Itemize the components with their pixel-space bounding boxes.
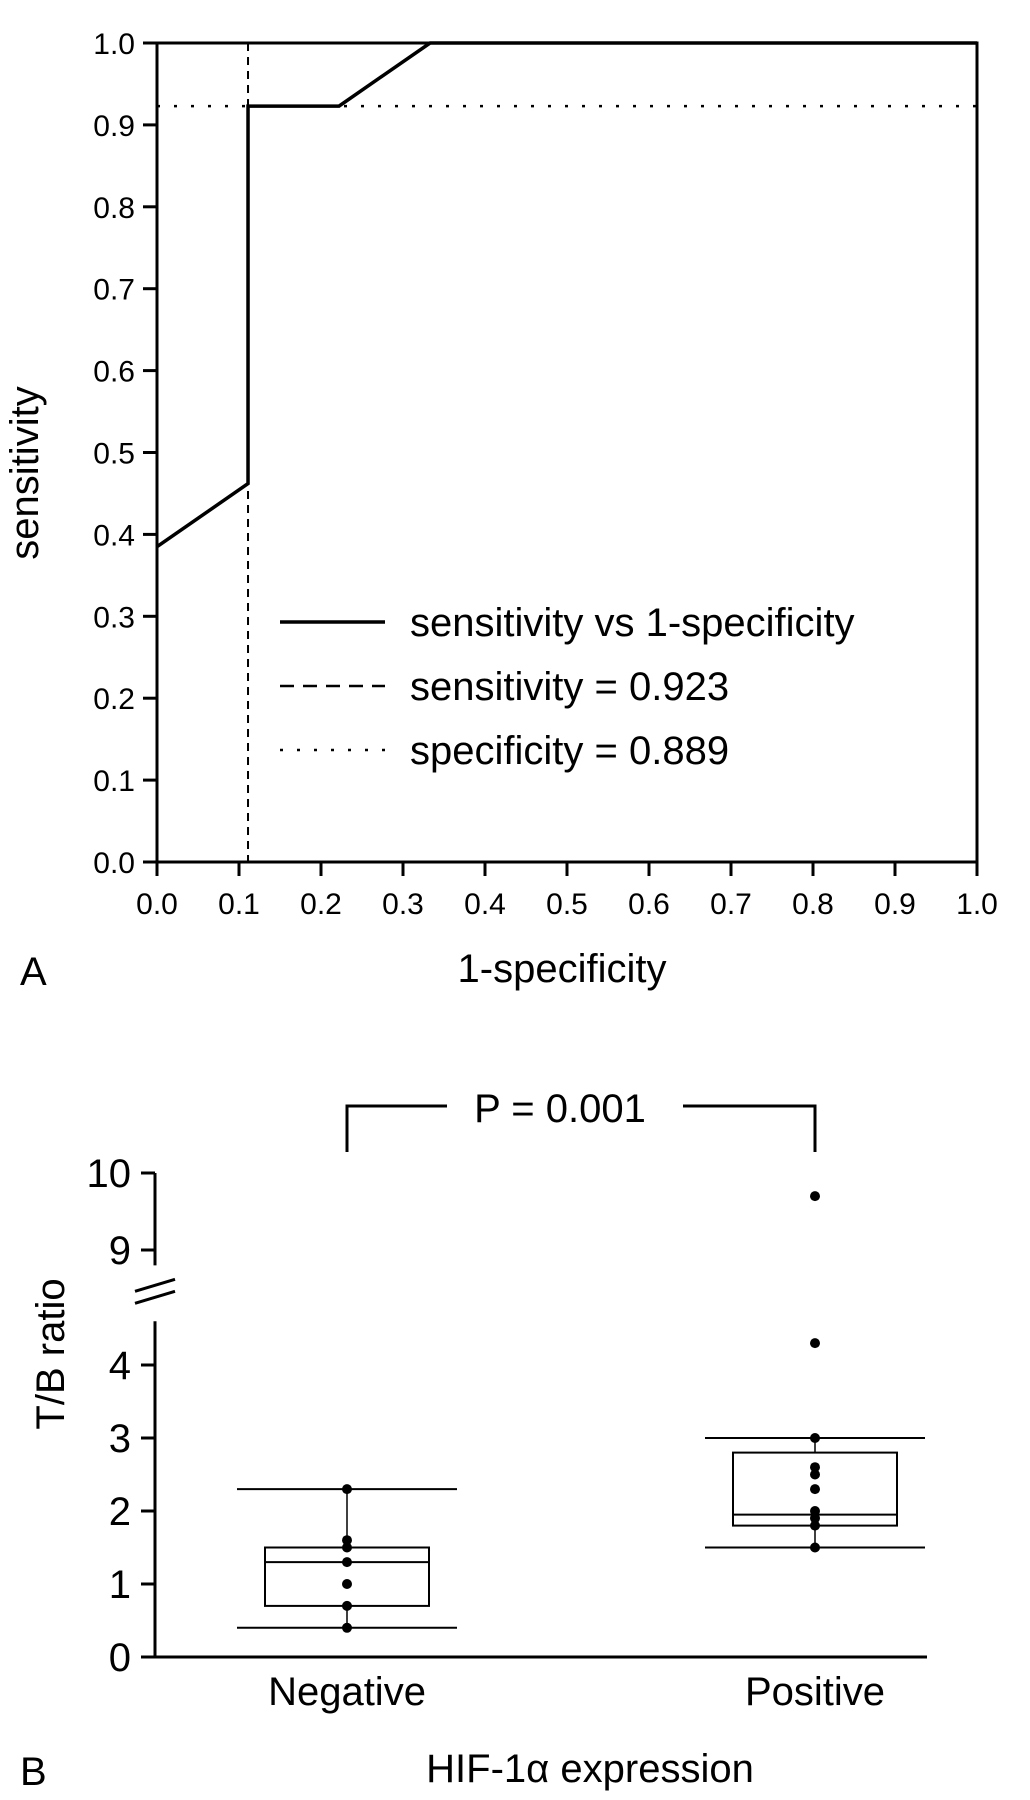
data-point [342,1535,352,1546]
y-tick-label: 9 [109,1229,131,1273]
data-point [810,1520,820,1531]
boxplot-y-ticks: 0 1 2 3 4 9 10 [87,1152,155,1680]
boxplot-boxes [237,1191,925,1633]
y-tick-label: 1.0 [93,28,135,61]
roc-y-axis-title: sensitivity [3,386,47,559]
boxplot-chart: 0 1 2 3 4 9 10 Negative Positive P = 0.001 T/B … [20,1087,927,1794]
legend-label: specificity = 0.889 [410,729,729,773]
iqr-box [264,1546,430,1607]
y-tick-label: 0.8 [93,192,135,225]
x-tick-label: 0.3 [382,888,424,921]
roc-chart: 0.0 0.1 0.2 0.3 0.4 0.5 0.6 0.7 0.8 0.9 1.0 0.0 0.1… [3,28,998,994]
p-value-label: P = 0.001 [474,1087,646,1131]
x-tick-label: 0.1 [218,888,260,921]
data-point [342,1542,352,1553]
bracket-left [345,1104,447,1152]
data-point [810,1191,820,1202]
y-tick-label: 1 [109,1563,131,1607]
panel-a-label: A [20,950,47,994]
x-tick-label: 0.6 [628,888,670,921]
data-point [810,1542,820,1553]
category-label: Positive [745,1670,885,1714]
significance-bracket: P = 0.001 [345,1087,817,1152]
box-positive [705,1191,925,1553]
y-tick-label: 0.3 [93,601,135,634]
data-point [810,1513,820,1524]
y-tick-label: 0.2 [93,683,135,716]
y-tick-label: 4 [109,1344,131,1388]
y-tick-label: 0.6 [93,356,135,389]
roc-x-ticks: 0.0 0.1 0.2 0.3 0.4 0.5 0.6 0.7 0.8 0.9 1.0 [136,862,998,921]
x-tick-label: 1.0 [956,888,998,921]
x-tick-label: 0.5 [546,888,588,921]
x-tick-label: 0.7 [710,888,752,921]
axis-break-mark [134,1277,176,1293]
y-tick-label: 0.1 [93,765,135,798]
data-point [342,1600,352,1611]
y-tick-label: 2 [109,1490,131,1534]
y-tick-label: 0 [109,1636,131,1680]
x-tick-label: 0.4 [464,888,506,921]
y-tick-label: 0.0 [93,847,135,880]
roc-y-ticks: 0.0 0.1 0.2 0.3 0.4 0.5 0.6 0.7 0.8 0.9 1.0 [93,28,157,880]
y-tick-label: 0.9 [93,110,135,143]
x-tick-label: 0.0 [136,888,178,921]
box-negative [237,1484,457,1633]
data-point [810,1338,820,1349]
data-point [810,1469,820,1480]
roc-curve-line [156,41,977,549]
legend-label: sensitivity = 0.923 [410,665,729,709]
data-point [342,1579,352,1589]
data-point [810,1433,820,1443]
boxplot-y-axis-title: T/B ratio [29,1278,73,1429]
boxplot-axes [134,1173,927,1659]
data-point [342,1622,352,1633]
x-tick-label: 0.2 [300,888,342,921]
legend-label: sensitivity vs 1-specificity [410,601,855,645]
data-point [810,1506,820,1516]
roc-legend: sensitivity vs 1-specificity sensitivity … [280,601,855,773]
data-point [810,1462,820,1473]
category-label: Negative [268,1670,426,1714]
data-point [810,1484,820,1495]
y-tick-label: 0.5 [93,438,135,471]
y-tick-label: 0.4 [93,519,135,552]
roc-x-axis-title: 1-specificity [458,947,667,991]
boxplot-x-categories: Negative Positive [268,1670,885,1714]
roc-series [156,41,977,549]
boxplot-x-axis-title: HIF-1α expression [426,1747,754,1791]
axis-break-mark [134,1289,176,1305]
y-tick-label: 10 [87,1152,132,1196]
bracket-right [683,1104,817,1152]
data-point [342,1557,352,1568]
x-tick-label: 0.8 [792,888,834,921]
data-point [342,1484,352,1495]
y-tick-label: 0.7 [93,274,135,307]
panel-b-label: B [20,1750,47,1794]
y-tick-label: 3 [109,1417,131,1461]
x-tick-label: 0.9 [874,888,916,921]
